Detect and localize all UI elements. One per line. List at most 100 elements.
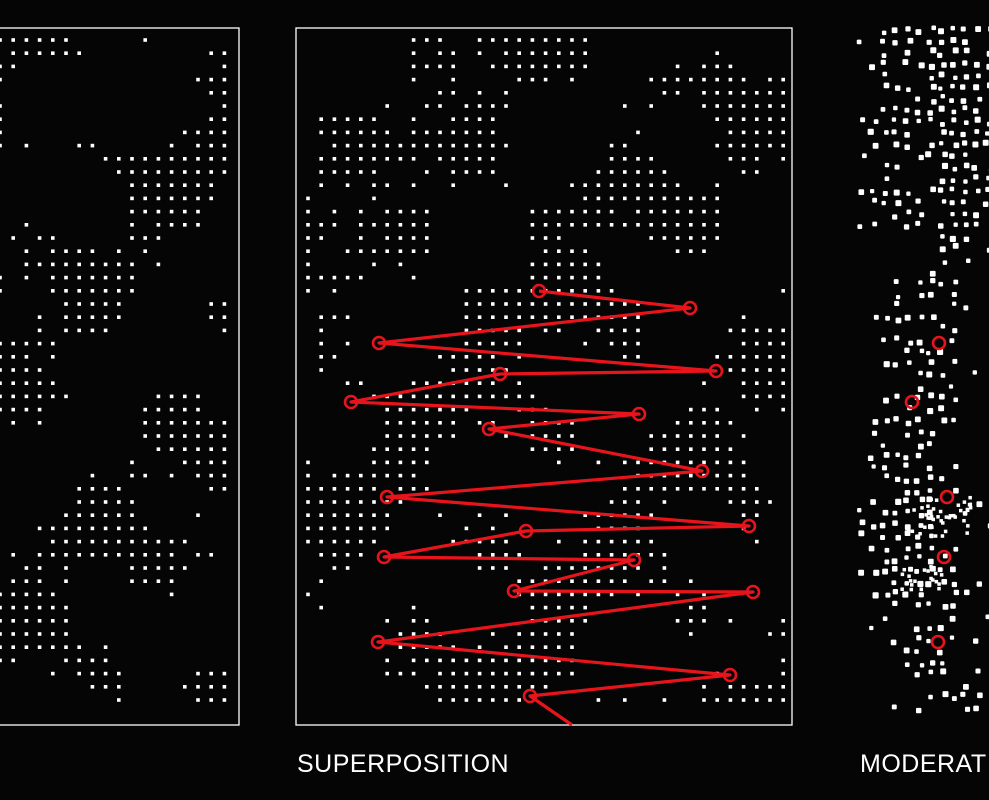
grid-dot — [359, 553, 363, 557]
grid-dot — [477, 104, 482, 108]
grid-dot — [372, 539, 376, 544]
grid-dot — [741, 117, 746, 121]
grid-dot — [596, 289, 601, 293]
grid-dot — [973, 212, 979, 219]
grid-dot — [781, 368, 785, 372]
grid-dot — [583, 275, 587, 280]
grid-dot — [884, 559, 890, 565]
grid-dot — [0, 592, 2, 597]
grid-dot — [183, 394, 187, 399]
grid-dot — [895, 317, 902, 324]
grid-dot — [37, 421, 42, 425]
grid-dot — [596, 196, 601, 201]
scan-path-node — [531, 283, 547, 299]
grid-dot — [169, 223, 174, 227]
grid-dot — [728, 685, 733, 689]
grid-dot — [411, 143, 416, 148]
grid-dot — [543, 632, 548, 636]
grid-dot — [662, 434, 667, 438]
grid-dot — [929, 533, 934, 539]
grid-dot — [156, 394, 161, 399]
grid-dot — [662, 500, 667, 504]
grid-dot — [90, 539, 95, 544]
grid-dot — [11, 394, 15, 399]
grid-dot — [438, 421, 442, 425]
grid-dot — [913, 478, 920, 484]
grid-dot — [130, 579, 134, 583]
grid-dot — [914, 672, 920, 678]
grid-dot — [926, 601, 931, 606]
grid-dot — [411, 209, 416, 214]
grid-dot — [675, 236, 680, 240]
grid-dot — [933, 571, 938, 576]
grid-dot — [557, 671, 561, 676]
grid-dot — [649, 196, 653, 201]
grid-dot — [928, 63, 935, 71]
grid-dot — [963, 74, 970, 80]
grid-dot — [881, 465, 888, 471]
grid-dot — [928, 116, 933, 122]
grid-dot — [64, 645, 68, 649]
grid-dot — [517, 341, 521, 346]
grid-dot — [90, 473, 95, 478]
grid-dot — [918, 62, 925, 69]
grid-dot — [398, 249, 403, 253]
grid-dot — [636, 328, 640, 333]
grid-dot — [962, 211, 968, 217]
grid-dot — [973, 108, 979, 114]
grid-dot — [385, 183, 389, 187]
grid-dot — [530, 671, 535, 676]
grid-dot — [908, 579, 913, 583]
grid-dot — [880, 534, 886, 540]
grid-dot — [491, 117, 495, 121]
grid-dot — [741, 394, 746, 399]
grid-dot — [491, 38, 495, 42]
grid-dot — [728, 473, 733, 478]
grid-dot — [543, 64, 548, 69]
grid-dot — [926, 465, 933, 472]
grid-dot — [319, 170, 323, 174]
grid-dot — [491, 381, 495, 385]
grid-dot — [130, 170, 134, 174]
grid-dot — [196, 170, 200, 174]
grid-dot — [891, 565, 898, 572]
grid-dot — [103, 289, 108, 293]
grid-dot — [623, 579, 627, 583]
grid-dot — [169, 473, 174, 478]
grid-dot — [438, 513, 442, 517]
grid-dot — [64, 302, 68, 306]
grid-dot — [504, 539, 508, 544]
grid-dot — [451, 645, 455, 649]
grid-dot — [77, 645, 81, 649]
grid-dot — [385, 209, 389, 214]
grid-dot — [689, 407, 693, 412]
grid-dot — [306, 223, 310, 227]
grid-dot — [891, 704, 897, 710]
grid-dot — [961, 140, 968, 146]
grid-dot — [951, 417, 956, 423]
grid-dot — [968, 502, 973, 507]
grid-dot — [942, 151, 948, 158]
grid-dot — [438, 381, 442, 385]
grid-dot — [11, 38, 15, 42]
grid-dot — [451, 421, 455, 425]
grid-dot — [345, 526, 350, 531]
grid-dot — [425, 447, 429, 451]
grid-dot — [169, 170, 174, 174]
grid-dot — [183, 170, 187, 174]
grid-dot — [209, 91, 213, 95]
grid-dot — [37, 605, 42, 610]
grid-dot — [425, 394, 429, 399]
grid-dot — [222, 473, 227, 478]
grid-dot — [636, 341, 640, 346]
grid-dot — [504, 658, 508, 663]
grid-dot — [858, 569, 865, 576]
grid-dot — [491, 698, 495, 702]
grid-dot — [881, 337, 886, 343]
grid-dot — [411, 619, 416, 623]
grid-dot — [951, 117, 957, 123]
grid-dot — [464, 289, 469, 293]
grid-dot — [103, 645, 108, 649]
grid-dot — [557, 236, 561, 240]
grid-dot — [907, 360, 912, 365]
